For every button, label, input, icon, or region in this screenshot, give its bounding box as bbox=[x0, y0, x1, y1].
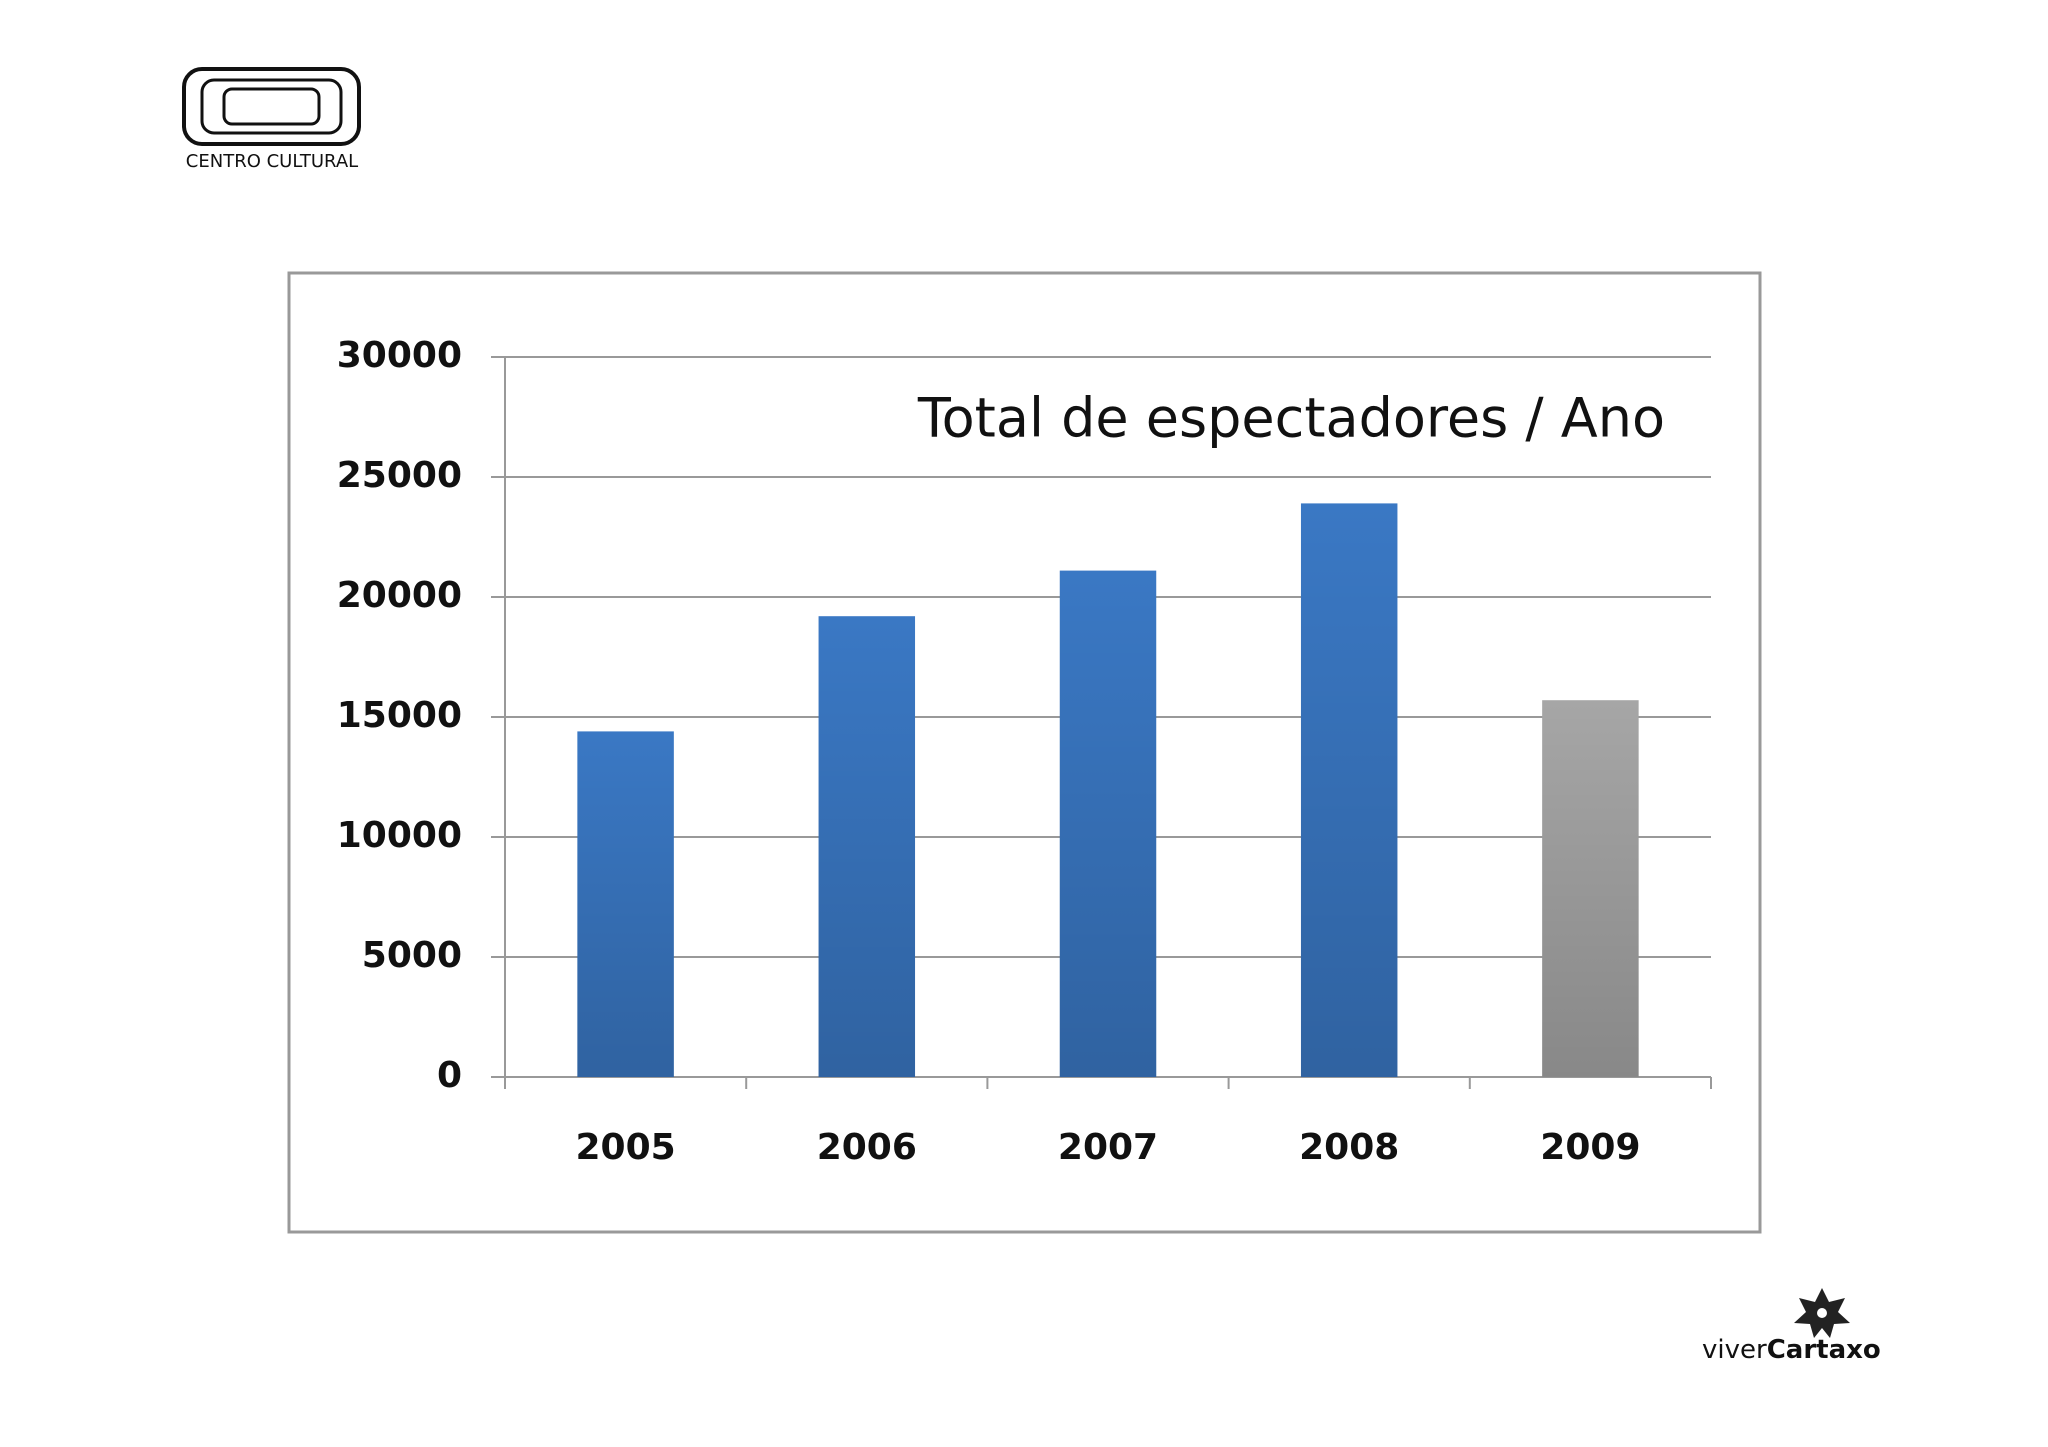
bar-shade bbox=[1300, 503, 1398, 1077]
y-tick-label: 5000 bbox=[362, 935, 462, 976]
y-tick-label: 0 bbox=[437, 1055, 462, 1096]
bar-shade bbox=[1059, 570, 1157, 1077]
chart-title: Total de espectadores / Ano bbox=[917, 387, 1665, 450]
bar-shade bbox=[1542, 700, 1639, 1077]
y-tick-label: 20000 bbox=[337, 575, 462, 616]
bar-shade bbox=[577, 731, 674, 1077]
logo-text-2: Cartaxo bbox=[1767, 1335, 1881, 1365]
x-tick-label: 2006 bbox=[817, 1127, 917, 1168]
x-tick-label: 2009 bbox=[1540, 1127, 1640, 1168]
y-tick-label: 30000 bbox=[337, 335, 462, 376]
chart-frame bbox=[287, 271, 1762, 1234]
logo-text: viverCartaxo bbox=[1702, 1335, 1881, 1365]
logo-text: CENTRO CULTURAL bbox=[186, 151, 358, 172]
logo-text-1: viver bbox=[1702, 1335, 1767, 1365]
logo-top: CENTRO CULTURAL bbox=[182, 67, 361, 172]
x-tick-label: 2005 bbox=[575, 1127, 675, 1168]
y-tick-label: 25000 bbox=[337, 455, 462, 496]
x-tick-label: 2008 bbox=[1299, 1127, 1399, 1168]
x-tick-label: 2007 bbox=[1058, 1127, 1158, 1168]
logo-bottom: viverCartaxo bbox=[1702, 1288, 1881, 1365]
y-tick-label: 10000 bbox=[337, 815, 462, 856]
y-tick-label: 15000 bbox=[337, 695, 462, 736]
bar-shade bbox=[818, 616, 916, 1077]
